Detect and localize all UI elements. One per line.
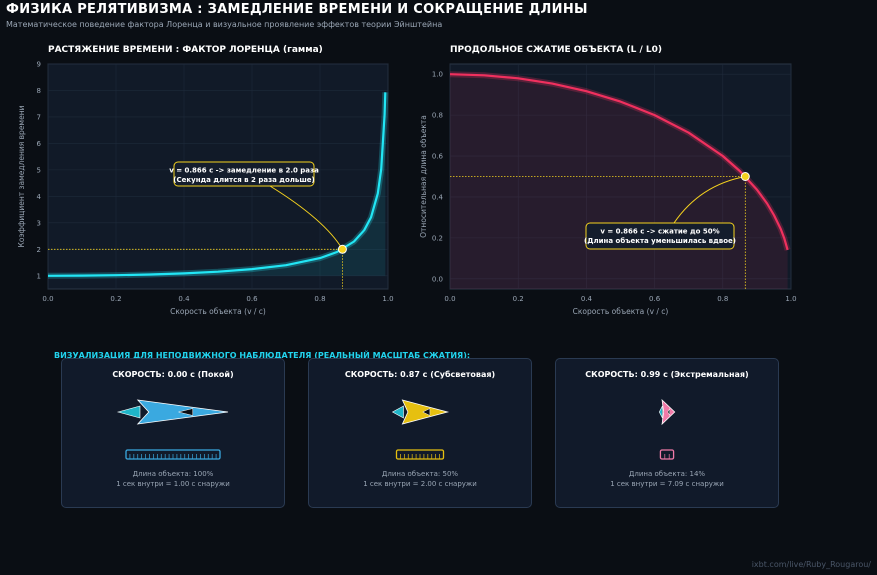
marker-point xyxy=(337,244,347,254)
ship-tail xyxy=(658,405,663,419)
length-text: Длина объекта: 100% xyxy=(132,470,214,478)
length-contraction-chart: 0.0 0.2 0.4 0.6 0.8 1.0 0.0 0.2 0.4 0.6 0.8 1.0 Скор… xyxy=(420,63,797,316)
card-rest: СКОРОСТЬ: 0.00 c (Покой) Длина объекта: … xyxy=(61,358,285,508)
visualization-title: ВИЗУАЛИЗАЦИЯ ДЛЯ НЕПОДВИЖНОГО НАБЛЮДАТЕЛ… xyxy=(54,351,471,360)
y-axis-label: Относительная длина объекта xyxy=(420,115,428,238)
time-text: 1 сек внутри = 1.00 с снаружи xyxy=(116,480,230,488)
card-info: Длина объекта: 14% 1 сек внутри = 7.09 с… xyxy=(556,469,778,489)
card-title: СКОРОСТЬ: 0.99 c (Экстремальная) xyxy=(585,370,749,379)
ship-icon xyxy=(658,398,676,460)
x-tick-label: 0.0 xyxy=(444,295,455,303)
y-tick-label: 0.2 xyxy=(432,234,443,242)
ship-tail xyxy=(116,405,141,419)
y-tick-label: 8 xyxy=(37,87,41,95)
annotation-arrow xyxy=(269,185,343,250)
y-tick-label: 3 xyxy=(37,219,41,227)
y-tick-label: 5 xyxy=(37,166,41,174)
page-title: ФИЗИКА РЕЛЯТИВИЗМА : ЗАМЕДЛЕНИЕ ВРЕМЕНИ … xyxy=(6,2,588,17)
card-info: Длина объекта: 50% 1 сек внутри = 2.00 с… xyxy=(309,469,531,489)
x-tick-label: 0.6 xyxy=(246,295,258,303)
annotation-box xyxy=(585,222,735,250)
curve-line xyxy=(47,92,387,277)
x-tick-label: 0.2 xyxy=(513,295,524,303)
y-tick-label: 6 xyxy=(37,140,42,148)
ship-cockpit xyxy=(178,408,194,416)
x-tick-label: 0.4 xyxy=(178,295,190,303)
time-dilation-chart: 0.0 0.2 0.4 0.6 0.8 1.0 1 2 3 4 5 6 7 8 9 Скорость объе… xyxy=(17,61,394,317)
y-tick-label: 2 xyxy=(37,246,41,254)
length-text: Длина объекта: 50% xyxy=(381,470,459,478)
page-subtitle: Математическое поведение фактора Лоренца… xyxy=(6,20,443,29)
x-tick-label: 0.6 xyxy=(649,295,661,303)
annotation-line-2: (Длина объекта уменьшилась вдвое) xyxy=(584,237,736,245)
x-tick-label: 0.2 xyxy=(110,295,121,303)
curve-line xyxy=(449,73,789,251)
card-title: СКОРОСТЬ: 0.00 c (Покой) xyxy=(112,370,234,379)
x-tick-label: 0.0 xyxy=(42,295,53,303)
y-tick-label: 9 xyxy=(37,61,41,69)
card-extreme: СКОРОСТЬ: 0.99 c (Экстремальная) Длина о… xyxy=(555,358,779,508)
marker-point xyxy=(740,172,750,181)
annotation-line-1: v = 0.866 c -> сжатие до 50% xyxy=(600,228,719,236)
x-tick-label: 1.0 xyxy=(382,295,393,303)
curve-area xyxy=(48,92,386,276)
card-title: СКОРОСТЬ: 0.87 c (Субсветовая) xyxy=(344,370,496,379)
x-tick-label: 0.4 xyxy=(581,295,593,303)
annotation-line-2: (Секунда длится в 2 раза дольше) xyxy=(173,176,314,184)
card-subluminal: СКОРОСТЬ: 0.87 c (Субсветовая) Длина объ… xyxy=(308,358,532,508)
length-text: Длина объекта: 14% xyxy=(628,470,706,478)
annotation-box xyxy=(173,161,315,187)
y-tick-label: 4 xyxy=(37,193,42,201)
y-axis-label: Коэффициент замедления времени xyxy=(17,105,26,247)
time-text: 1 сек внутри = 2.00 с снаружи xyxy=(363,480,477,488)
y-tick-label: 0.6 xyxy=(432,153,444,161)
ship-cockpit xyxy=(422,408,431,416)
x-tick-label: 0.8 xyxy=(717,295,728,303)
ship-icon xyxy=(116,399,229,460)
y-tick-label: 1.0 xyxy=(432,71,443,79)
annotation-line-1: v = 0.866 c -> замедление в 2.0 раза xyxy=(169,167,319,175)
y-tick-label: 1 xyxy=(37,272,41,280)
y-tick-label: 0.4 xyxy=(432,193,444,201)
y-tick-label: 0.0 xyxy=(432,275,443,283)
time-text: 1 сек внутри = 7.09 с снаружи xyxy=(610,480,724,488)
chart-2-title: ПРОДОЛЬНОЕ СЖАТИЕ ОБЪЕКТА (L / L0) xyxy=(450,45,663,55)
ship-cockpit xyxy=(667,407,671,417)
y-tick-label: 7 xyxy=(37,113,41,121)
x-tick-label: 1.0 xyxy=(785,295,796,303)
annotation-arrow xyxy=(673,176,746,224)
x-tick-label: 0.8 xyxy=(314,295,325,303)
watermark: ixbt.com/live/Ruby_Rougarou/ xyxy=(751,560,871,569)
card-info: Длина объекта: 100% 1 сек внутри = 1.00 … xyxy=(62,469,284,489)
length-ruler xyxy=(659,449,675,460)
y-tick-label: 0.8 xyxy=(432,112,443,120)
x-axis-label: Скорость объекта (v / c) xyxy=(573,307,669,316)
ship-icon xyxy=(391,399,450,460)
ship-tail xyxy=(391,405,404,419)
x-axis-label: Скорость объекта (v / c) xyxy=(170,307,266,316)
chart-1-title: РАСТЯЖЕНИЕ ВРЕМЕНИ : ФАКТОР ЛОРЕНЦА (гам… xyxy=(48,45,323,55)
